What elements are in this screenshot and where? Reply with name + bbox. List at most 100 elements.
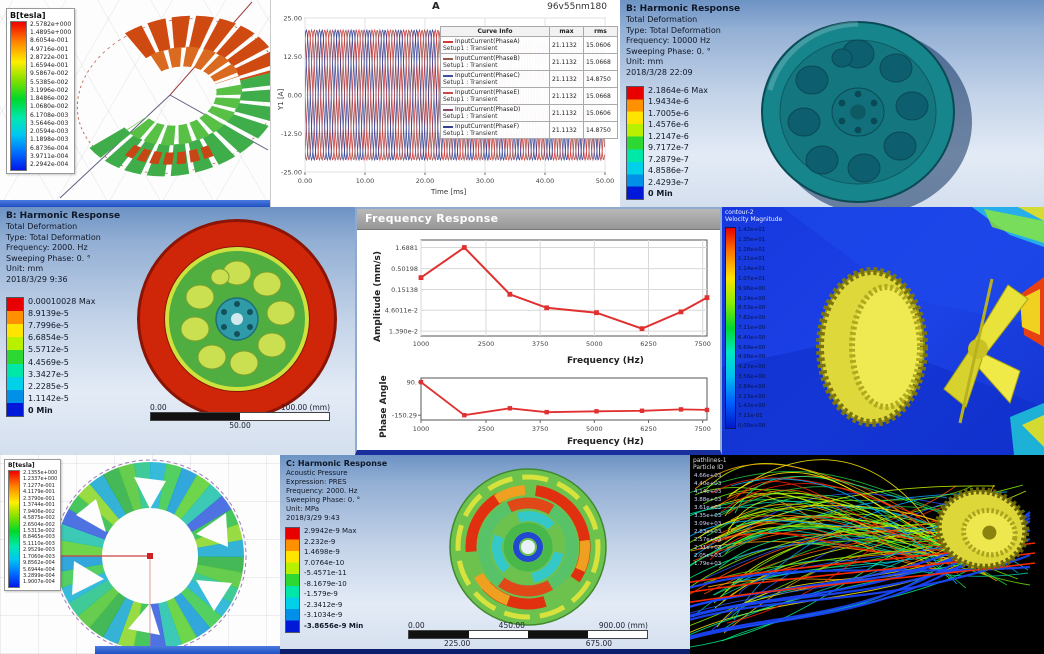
legend-value: 2.9942e-9 Max bbox=[304, 527, 357, 535]
curve-rms: 15.0606 bbox=[583, 104, 618, 122]
result-info-line: Total Deformation bbox=[626, 15, 698, 24]
svg-text:3750: 3750 bbox=[532, 340, 549, 348]
svg-text:3750: 3750 bbox=[532, 425, 549, 433]
legend-value: 1.3744e-001 bbox=[23, 502, 55, 509]
legend-value: 1.4895e+000 bbox=[30, 29, 72, 37]
legend-value: 6.6854e-5 bbox=[28, 333, 69, 343]
legend-value: 2.4293e-7 bbox=[648, 177, 689, 187]
legend-value: 2.57e+03 bbox=[694, 537, 722, 543]
legend-value: -8.1679e-10 bbox=[304, 579, 347, 588]
curve-legend-row: InputCurrent(PhaseD) Setup1 : Transient … bbox=[440, 104, 618, 122]
acoustic-disc-model bbox=[449, 468, 607, 626]
legend-colorbar bbox=[626, 86, 644, 200]
legend-value: 4.5875e-002 bbox=[23, 515, 55, 522]
legend-value: -3.1034e-9 bbox=[304, 611, 343, 620]
svg-text:25.00: 25.00 bbox=[283, 14, 302, 22]
contour-name: contour-2 bbox=[725, 209, 754, 216]
result-info-line: 2018/3/29 9:43 bbox=[286, 514, 340, 522]
legend-value: 2.232e-9 bbox=[304, 537, 336, 546]
legend-value: 9.5867e-002 bbox=[30, 70, 69, 78]
legend-value: 4.40e+03 bbox=[694, 481, 722, 487]
svg-text:2500: 2500 bbox=[478, 425, 495, 433]
legend-value: -3.8656e-9 Min bbox=[304, 621, 364, 630]
result-info-line: Frequency: 10000 Hz bbox=[626, 36, 711, 45]
svg-text:40.00: 40.00 bbox=[536, 177, 555, 185]
legend-value: 2.2285e-5 bbox=[28, 381, 69, 391]
svg-text:6250: 6250 bbox=[640, 340, 657, 348]
legend-value: 3.35e+03 bbox=[694, 513, 722, 519]
curve-max: 21.1132 bbox=[549, 87, 584, 105]
legend-value: 2.2942e-004 bbox=[30, 160, 69, 168]
legend-value: 2.0594e-003 bbox=[30, 128, 69, 136]
svg-text:4.6011e-2: 4.6011e-2 bbox=[385, 307, 418, 315]
window-edge-strip bbox=[280, 649, 690, 654]
svg-text:5000: 5000 bbox=[586, 425, 603, 433]
legend-value: 2.3790e-001 bbox=[23, 495, 55, 502]
legend-value: 5.6944e-004 bbox=[23, 566, 55, 573]
legend-value: 1.7060e-003 bbox=[23, 553, 55, 560]
legend-value: 1.21e+01 bbox=[738, 256, 766, 263]
legend-value: 1.5313e-002 bbox=[23, 527, 55, 534]
legend-value: 3.88e+03 bbox=[694, 497, 722, 503]
svg-text:7500: 7500 bbox=[694, 425, 711, 433]
result-info-line: Total Deformation bbox=[6, 222, 78, 231]
svg-text:1000: 1000 bbox=[413, 340, 430, 348]
legend-value: -5.4571e-11 bbox=[304, 569, 347, 578]
pathlines-quantity: Particle ID bbox=[693, 464, 724, 471]
amplitude-chart: 1000 2500 3750 5000 6250 7500 1.6881 0.50198 0.1… bbox=[385, 239, 711, 348]
curve-name: InputCurrent(PhaseE) bbox=[455, 89, 520, 96]
svg-text:-25.00: -25.00 bbox=[281, 168, 302, 176]
scale-track bbox=[408, 630, 648, 639]
field-legend: B[tesla] 2.1355e+000 1.2337e+000 7.1277e-0… bbox=[4, 459, 62, 591]
legend-value: 2.31e+03 bbox=[694, 545, 722, 551]
rotor-field-plot bbox=[18, 459, 247, 653]
legend-value: 0 Min bbox=[28, 405, 53, 415]
svg-text:20.00: 20.00 bbox=[416, 177, 435, 185]
legend-value: 7.11e+00 bbox=[738, 324, 766, 331]
legend-colorbar bbox=[10, 21, 27, 171]
legend-value: 3.1996e-002 bbox=[30, 86, 69, 94]
legend-value: 4.98e+00 bbox=[738, 354, 766, 361]
svg-text:-12.50: -12.50 bbox=[281, 130, 302, 138]
legend-value: 3.09e+03 bbox=[694, 521, 722, 527]
curve-setup: Setup1 : Transient bbox=[443, 130, 498, 137]
legend-value: 5.1110e-003 bbox=[23, 540, 55, 547]
result-info-line: Sweeping Phase: 0. ° bbox=[6, 253, 91, 263]
legend-value: 5.5712e-5 bbox=[28, 345, 69, 355]
scale-mid: 50.00 bbox=[229, 421, 251, 430]
fan-model bbox=[943, 278, 1029, 424]
scale-max: 100.00 (mm) bbox=[280, 403, 330, 412]
curve-color-swatch bbox=[443, 40, 453, 43]
panel-pathlines: pathlines-1 Particle ID 4.66e+03 4.40e+03… bbox=[690, 455, 1044, 654]
curve-color-swatch bbox=[443, 125, 453, 128]
legend-value: 8.8465e-003 bbox=[23, 534, 55, 541]
result-info-line: 2018/3/29 9:36 bbox=[6, 274, 68, 284]
panel-acoustic-pressure: C: Harmonic Response Acoustic Pressure Ex… bbox=[280, 455, 690, 654]
panel-maxwell-coil: B[tesla] 2.5782e+000 1.4895e+000 8.6054e-0… bbox=[0, 0, 270, 200]
legend-colorbar bbox=[8, 470, 20, 588]
plot-design-badge: 96v55nm180 bbox=[547, 2, 607, 12]
scale-max: 900.00 (mm) bbox=[598, 621, 648, 630]
legend-value: 2.9529e-003 bbox=[23, 547, 55, 554]
legend-value: 7.1277e-001 bbox=[23, 482, 55, 489]
legend-value: 0.00010028 Max bbox=[28, 297, 96, 306]
scale-q3: 675.00 bbox=[585, 639, 612, 648]
legend-value: 3.2899e-004 bbox=[23, 573, 55, 579]
svg-text:0.15138: 0.15138 bbox=[391, 286, 418, 294]
legend-value: 9.7172e-7 bbox=[648, 143, 689, 153]
svg-text:2500: 2500 bbox=[478, 340, 495, 348]
curve-setup: Setup1 : Transient bbox=[443, 96, 498, 103]
svg-text:7500: 7500 bbox=[694, 340, 711, 348]
legend-value: 1.6594e-001 bbox=[30, 62, 69, 70]
curve-name: InputCurrent(PhaseB) bbox=[455, 55, 520, 62]
result-info-line: Acoustic Pressure bbox=[286, 469, 348, 477]
svg-text:5000: 5000 bbox=[586, 340, 603, 348]
curve-legend-row: InputCurrent(PhaseE) Setup1 : Transient … bbox=[440, 87, 618, 105]
curve-legend-row: InputCurrent(PhaseC) Setup1 : Transient … bbox=[440, 70, 618, 88]
window-titlebar[interactable]: Frequency Response bbox=[357, 209, 720, 230]
legend-value: 8.6054e-001 bbox=[30, 37, 69, 45]
legend-title: B[tesla] bbox=[8, 462, 35, 469]
window-edge-strip bbox=[95, 646, 280, 654]
panel-harmonic-10000: B: Harmonic Response Total Deformation Ty… bbox=[620, 0, 1044, 207]
pathlines-scene bbox=[690, 459, 1036, 648]
